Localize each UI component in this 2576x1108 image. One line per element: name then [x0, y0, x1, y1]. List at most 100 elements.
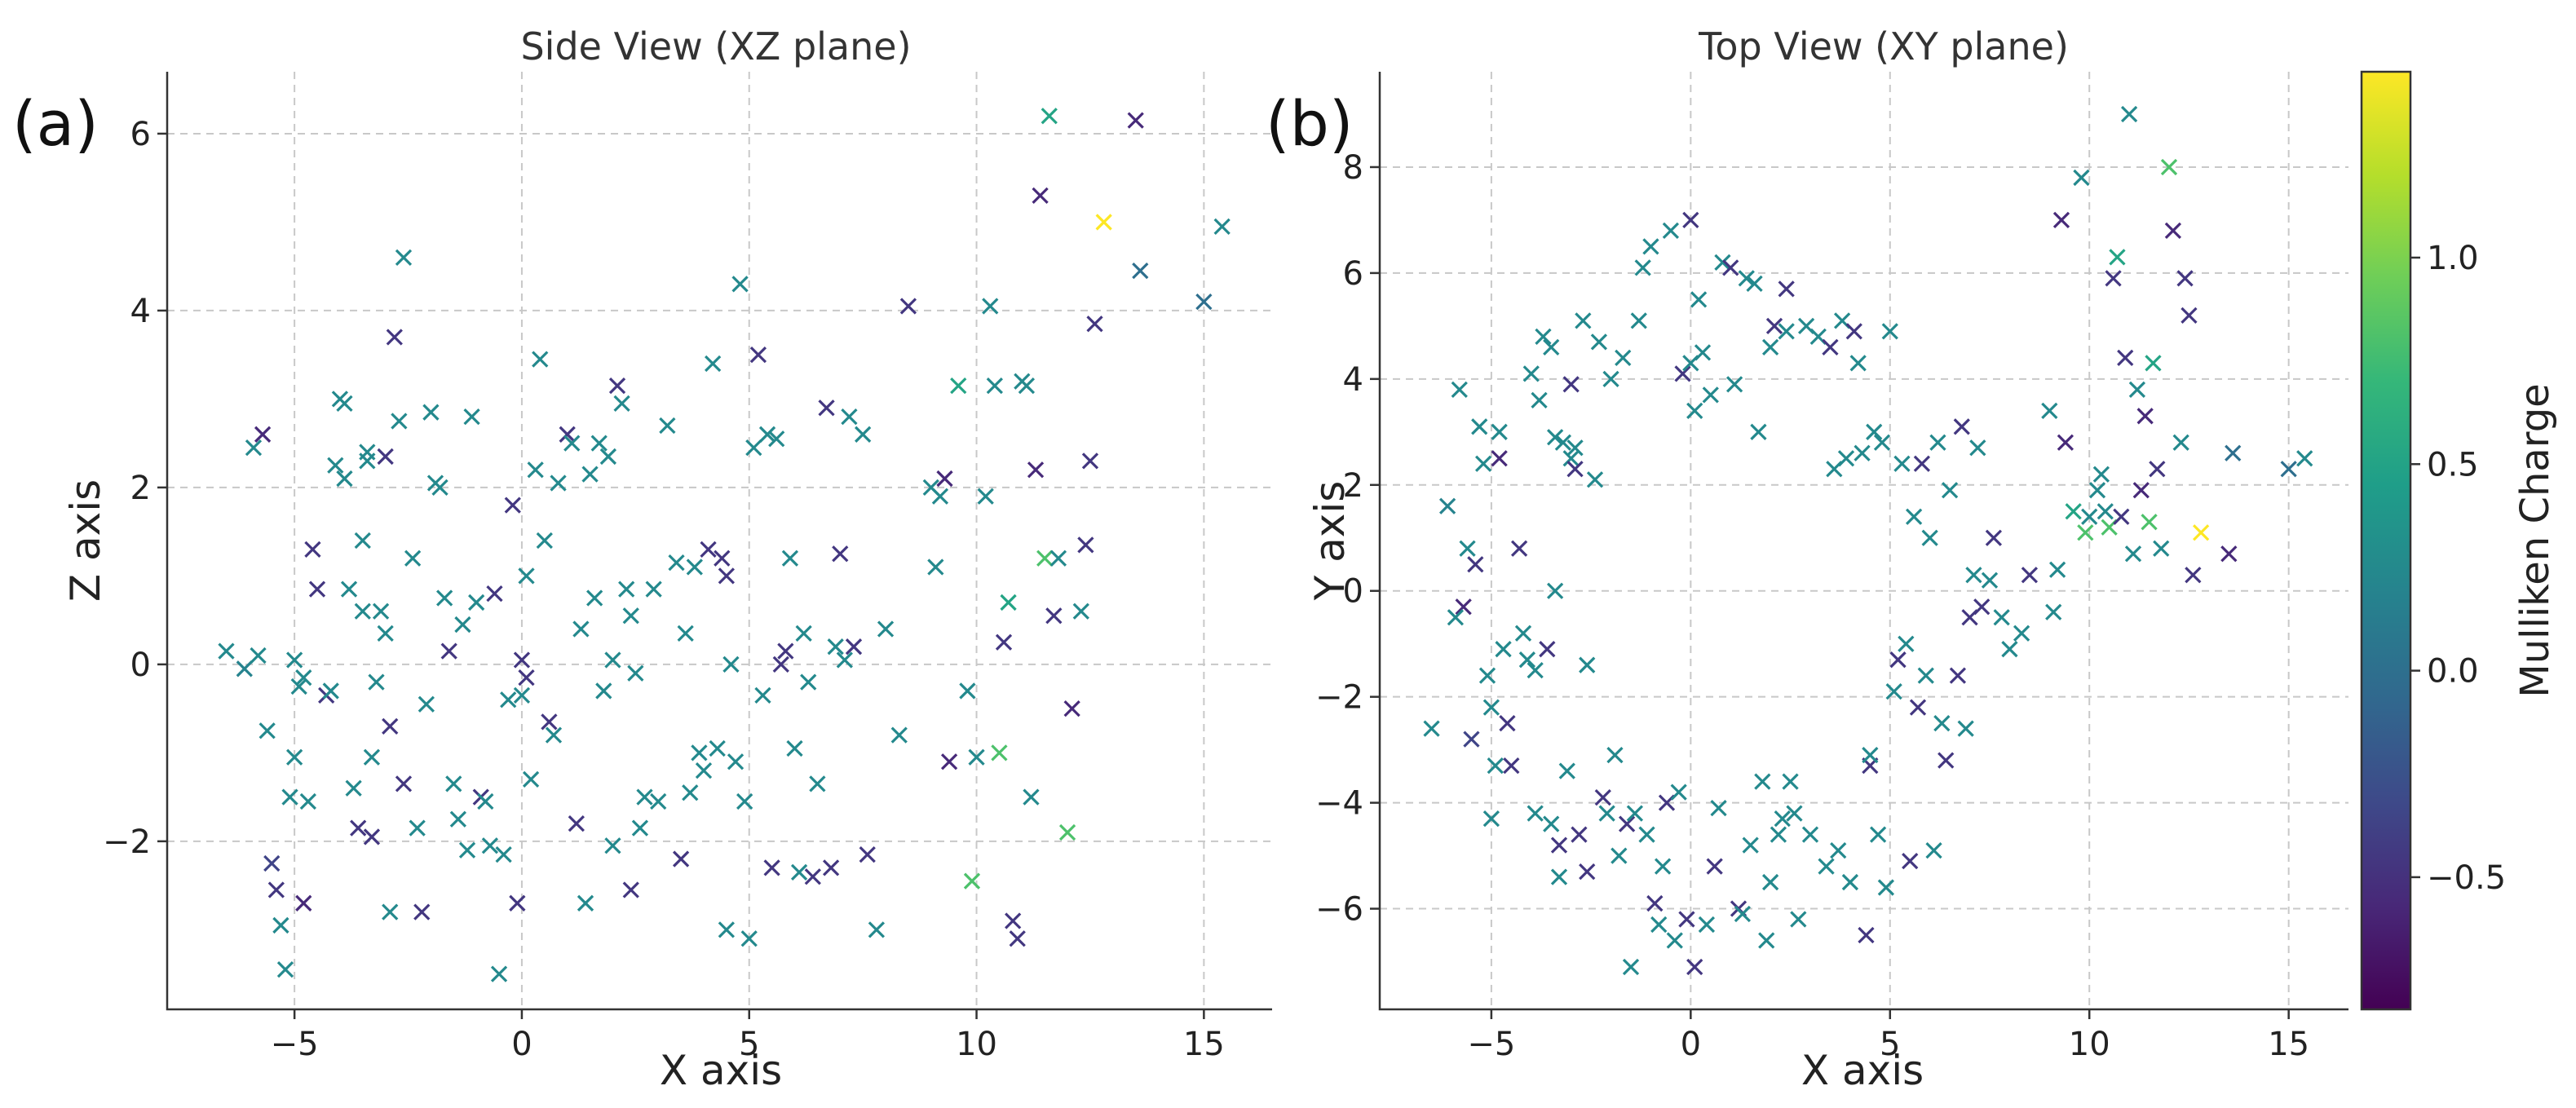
data-point-marker: [509, 894, 526, 912]
data-point-marker: [327, 457, 344, 474]
data-point-marker: [718, 567, 735, 585]
data-point-marker: [2077, 524, 2094, 541]
data-point-marker: [1734, 905, 1752, 923]
data-point-marker: [1543, 338, 1560, 355]
data-point-marker: [2105, 270, 2122, 287]
data-point-marker: [236, 660, 253, 678]
data-point-marker: [299, 792, 316, 810]
data-point-marker: [258, 722, 276, 739]
data-point-marker: [1933, 715, 1951, 732]
data-point-marker: [809, 775, 826, 792]
data-point-marker: [1953, 418, 1970, 435]
data-point-marker: [1634, 259, 1651, 276]
data-point-marker: [1650, 916, 1668, 934]
data-point-marker: [709, 739, 726, 757]
panel-b-y-ticks: −6 −4 −2 0 2 4 6 8: [1315, 149, 1380, 929]
data-point-marker: [1554, 434, 1572, 451]
data-point-marker: [1546, 582, 1564, 599]
data-point-marker: [777, 642, 794, 660]
data-point-marker: [2113, 508, 2130, 525]
data-point-marker: [559, 426, 576, 443]
data-point-marker: [772, 656, 789, 673]
data-point-marker: [250, 647, 267, 664]
data-point-marker: [2160, 158, 2178, 176]
data-point-marker: [1491, 450, 1508, 467]
data-point-marker: [2128, 381, 2146, 398]
data-point-marker: [936, 470, 953, 488]
data-point-marker: [568, 815, 585, 832]
data-point-marker: [477, 792, 494, 810]
data-point-marker: [490, 965, 508, 982]
data-point-marker: [1938, 752, 1955, 769]
data-point-marker: [518, 669, 535, 686]
data-point-marker: [2280, 461, 2297, 478]
data-point-marker: [877, 620, 895, 638]
data-point-marker: [1491, 423, 1508, 440]
data-point-marker: [286, 651, 303, 669]
data-point-marker: [1598, 805, 1615, 822]
panel-b-top-view: (b) Top View (XY plane) −5 0 5 10 15 −6 −4 −2 0…: [1266, 24, 2348, 1094]
data-point-marker: [722, 656, 740, 673]
data-point-marker: [391, 413, 408, 430]
data-point-marker: [1550, 868, 1568, 885]
data-point-marker: [818, 399, 835, 417]
data-point-marker: [1423, 720, 1440, 737]
data-point-marker: [1738, 270, 1755, 287]
data-point-marker: [436, 589, 453, 607]
data-point-marker: [1985, 529, 2003, 546]
data-point-marker: [1702, 386, 1719, 404]
data-point-marker: [1072, 603, 1089, 620]
data-point-marker: [731, 276, 749, 293]
panel-a-grid: [167, 72, 1272, 1009]
data-point-marker: [1558, 762, 1575, 779]
data-point-marker: [1000, 594, 1017, 611]
data-point-marker: [631, 819, 649, 837]
data-point-marker: [354, 532, 371, 550]
data-point-marker: [1451, 381, 1468, 398]
data-point-marker: [1543, 815, 1560, 832]
data-point-marker: [2057, 434, 2074, 451]
data-point-marker: [1662, 222, 1680, 240]
data-point-marker: [841, 408, 858, 426]
data-point-marker: [705, 355, 722, 373]
data-point-marker: [541, 713, 558, 731]
data-point-marker: [1535, 328, 1552, 345]
data-point-marker: [2120, 105, 2138, 123]
data-point-marker: [1086, 316, 1103, 333]
data-point-marker: [1487, 757, 1504, 775]
data-point-marker: [718, 921, 735, 938]
data-point-marker: [1765, 317, 1783, 334]
data-point-marker: [1499, 715, 1516, 732]
data-point-marker: [336, 470, 353, 488]
panel-b-label: (b): [1266, 87, 1354, 160]
data-point-marker: [1503, 757, 1520, 775]
data-point-marker: [1132, 262, 1149, 280]
data-point-marker: [504, 497, 521, 514]
x-tick-label: 10: [2069, 1026, 2110, 1063]
data-point-marker: [363, 748, 381, 766]
data-point-marker: [409, 819, 426, 837]
data-point-marker: [2192, 524, 2210, 541]
data-point-marker: [786, 739, 803, 757]
data-point-marker: [1438, 497, 1456, 514]
data-point-marker: [336, 395, 353, 412]
data-point-marker: [1666, 932, 1683, 949]
panel-b-x-ticks: −5 0 5 10 15: [1467, 1009, 2309, 1063]
data-point-marker: [668, 554, 685, 572]
panel-a-y-axis-label: Z axis: [62, 479, 109, 602]
data-point-marker: [1893, 455, 1911, 472]
data-point-marker: [1774, 810, 1791, 828]
data-point-marker: [1881, 323, 1898, 340]
data-point-marker: [481, 837, 499, 854]
data-point-marker: [1447, 609, 1465, 626]
data-point-marker: [368, 673, 385, 691]
data-point-marker: [1618, 815, 1636, 832]
data-point-marker: [1622, 958, 1640, 976]
data-point-marker: [1866, 423, 1883, 440]
data-point-marker: [1027, 461, 1045, 479]
y-tick-label: 8: [1343, 149, 1363, 187]
data-point-marker: [377, 448, 394, 466]
data-point-marker: [832, 545, 849, 563]
data-point-marker: [1036, 550, 1054, 567]
data-point-marker: [386, 329, 403, 346]
